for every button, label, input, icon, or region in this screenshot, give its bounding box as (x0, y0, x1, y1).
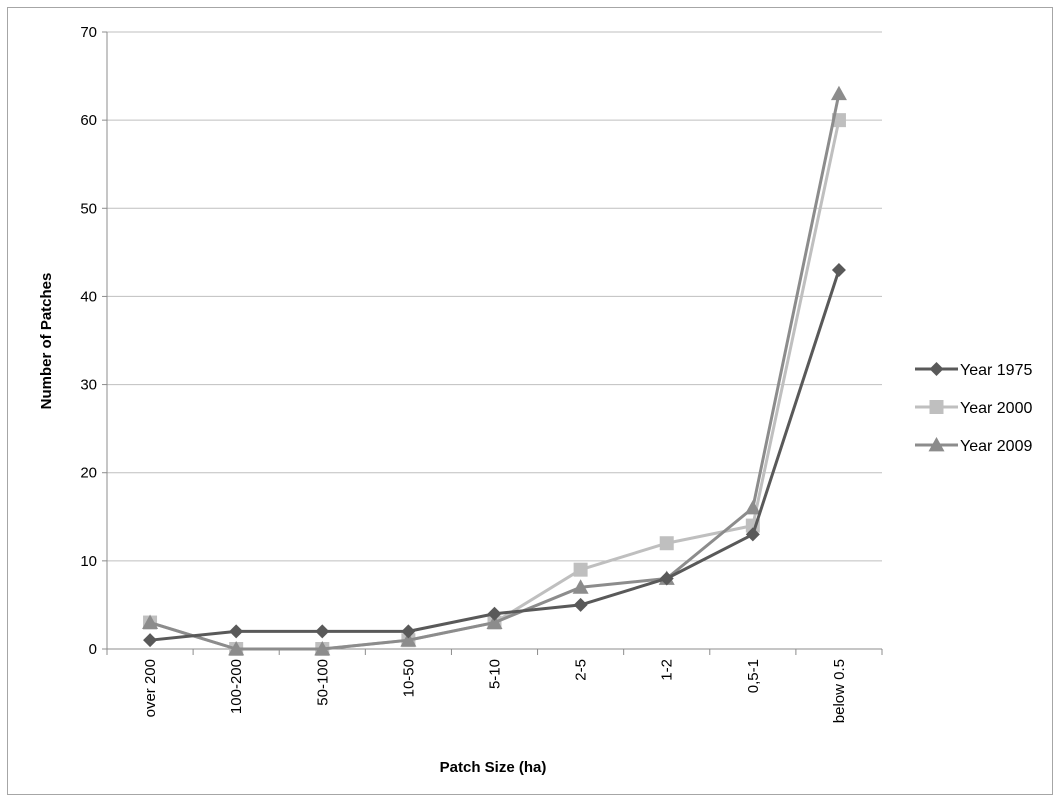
x-tick-5-10: 5-10 (487, 659, 504, 689)
point-year-2009-8 (830, 85, 847, 101)
legend-marker-year-2000 (929, 400, 944, 414)
point-year-2009-5 (572, 579, 589, 594)
point-year-1975-6 (659, 571, 674, 586)
x-tick-100-200: 100-200 (228, 659, 245, 714)
x-axis-title: Patch Size (ha) (440, 759, 547, 776)
legend-marker-year-2009 (928, 437, 945, 452)
point-year-1975-8 (831, 262, 846, 277)
point-year-1975-7 (745, 527, 760, 542)
y-tick-20: 20 (80, 465, 97, 482)
point-year-1975-5 (573, 597, 588, 612)
chart-border (7, 7, 1053, 795)
y-tick-10: 10 (80, 553, 97, 570)
legend-label-year-1975: Year 1975 (960, 362, 1032, 379)
legend-item-year-2009: Year 2009 (915, 437, 1032, 455)
point-year-2000-5 (573, 562, 588, 577)
legend-marker-year-1975 (929, 362, 944, 376)
legend-label-year-2000: Year 2000 (960, 400, 1032, 417)
y-tick-40: 40 (80, 288, 97, 305)
x-tick-0,5-1: 0,5-1 (745, 659, 762, 693)
series-year-1975 (143, 262, 846, 648)
y-tick-50: 50 (80, 200, 97, 217)
point-year-1975-0 (143, 633, 158, 648)
x-tick-below 0.5: below 0.5 (831, 659, 848, 723)
x-tick-labels: over 200 100-200 50-100 10-50 5-10 2-5 1-2 0,5-… (142, 659, 848, 723)
y-tick-60: 60 (80, 112, 97, 129)
point-year-2009-1 (228, 641, 245, 656)
point-year-2009-2 (314, 641, 331, 656)
point-year-2009-7 (744, 499, 761, 515)
point-year-1975-3 (401, 624, 416, 639)
legend-item-year-1975: Year 1975 (915, 362, 1032, 379)
y-tick-70: 70 (80, 24, 97, 41)
x-tick-50-100: 50-100 (314, 659, 331, 706)
point-year-2009-0 (142, 614, 159, 629)
legend-label-year-2009: Year 2009 (960, 438, 1032, 455)
y-tick-labels: 0 10 20 30 40 50 60 70 (80, 24, 97, 658)
legend-item-year-2000: Year 2000 (915, 400, 1032, 417)
x-tick-over 200: over 200 (142, 659, 159, 717)
point-year-1975-4 (487, 606, 502, 621)
y-tick-30: 30 (80, 377, 97, 394)
gridlines (107, 31, 882, 562)
x-tick-1-2: 1-2 (659, 659, 676, 681)
point-year-2009-4 (486, 614, 503, 629)
x-tick-2-5: 2-5 (573, 659, 590, 681)
x-tick-10-50: 10-50 (400, 659, 417, 697)
series-group (142, 85, 847, 656)
point-year-1975-1 (229, 624, 244, 639)
y-axis-title: Number of Patches (38, 273, 55, 410)
point-year-2009-3 (400, 632, 417, 647)
y-tick-0: 0 (89, 641, 97, 658)
point-year-2000-6 (659, 536, 674, 551)
legend: Year 1975 Year 2000 Year 2009 (915, 362, 1032, 455)
point-year-1975-2 (315, 624, 330, 639)
